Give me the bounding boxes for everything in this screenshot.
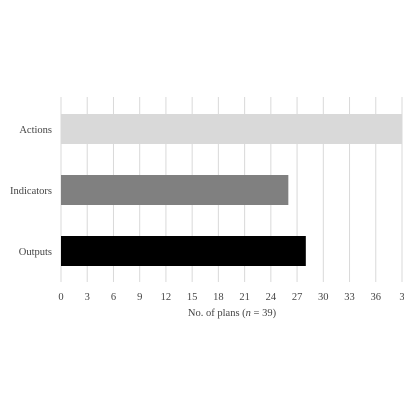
x-tick-label: 3	[399, 292, 404, 303]
category-label-actions: Actions	[19, 125, 52, 136]
x-tick-label: 15	[187, 292, 198, 303]
x-tick-label: 18	[213, 292, 224, 303]
x-tick-label: 27	[292, 292, 303, 303]
x-tick-label: 21	[239, 292, 250, 303]
category-label-outputs: Outputs	[19, 247, 52, 258]
x-tick-label: 30	[318, 292, 329, 303]
bar-outputs	[61, 236, 306, 266]
x-tick-label: 36	[371, 292, 382, 303]
bar-indicators	[61, 175, 289, 205]
x-tick-label: 33	[344, 292, 355, 303]
x-tick-label: 9	[137, 292, 142, 303]
x-tick-label: 12	[161, 292, 172, 303]
x-tick-labels: 0 3 6 9 12 15 18 21 24 27 30 33 36 3	[58, 292, 404, 303]
category-labels: Actions Indicators Outputs	[10, 125, 52, 258]
x-axis-title: No. of plans (n = 39)	[188, 308, 277, 319]
bars	[61, 114, 402, 266]
x-tick-label: 24	[266, 292, 277, 303]
x-tick-label: 0	[58, 292, 63, 303]
bar-actions	[61, 114, 402, 144]
x-tick-label: 6	[111, 292, 116, 303]
x-tick-label: 3	[85, 292, 90, 303]
category-label-indicators: Indicators	[10, 186, 52, 197]
